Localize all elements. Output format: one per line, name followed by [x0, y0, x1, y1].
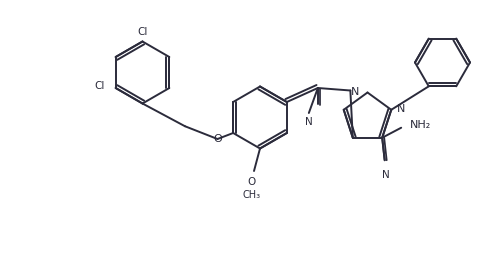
Text: Cl: Cl	[138, 27, 148, 37]
Text: N: N	[305, 117, 313, 127]
Text: N: N	[397, 104, 406, 114]
Text: NH₂: NH₂	[410, 120, 431, 130]
Text: N: N	[351, 87, 359, 96]
Text: Cl: Cl	[94, 81, 105, 90]
Text: N: N	[382, 170, 389, 180]
Text: CH₃: CH₃	[243, 190, 261, 200]
Text: O: O	[213, 134, 222, 144]
Text: O: O	[247, 177, 256, 187]
